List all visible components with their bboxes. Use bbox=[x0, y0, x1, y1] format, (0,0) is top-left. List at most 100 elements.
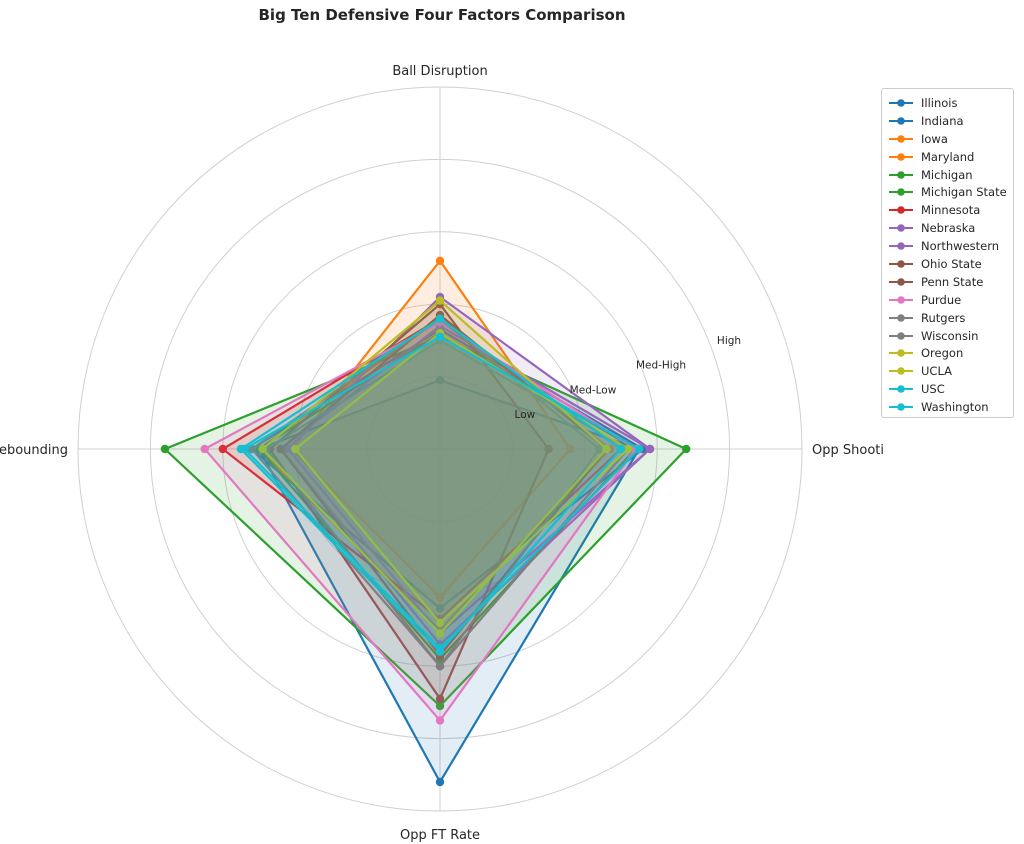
data-point bbox=[258, 444, 267, 454]
data-point bbox=[283, 444, 293, 454]
scale-label: Med-Low bbox=[570, 384, 617, 396]
legend-label: Northwestern bbox=[921, 239, 1000, 254]
series-ucla bbox=[291, 329, 633, 627]
data-point bbox=[435, 314, 445, 323]
data-point bbox=[276, 444, 285, 454]
legend-item: Purdue bbox=[888, 291, 1013, 309]
legend-item: Washington bbox=[888, 398, 1013, 416]
legend-swatch-icon bbox=[889, 134, 913, 143]
series-area bbox=[259, 333, 636, 659]
series-area bbox=[295, 333, 629, 623]
legend-item: Wisconsin bbox=[888, 327, 1013, 345]
axis-label: Opp Shooting bbox=[812, 443, 884, 458]
data-point bbox=[634, 444, 644, 454]
legend-item: Maryland bbox=[888, 148, 1013, 166]
series-area bbox=[164, 336, 687, 706]
legend-label: Michigan State bbox=[921, 185, 1007, 200]
legend-item: Indiana bbox=[888, 112, 1013, 130]
series-area bbox=[251, 318, 600, 667]
data-point bbox=[435, 332, 445, 341]
legend-item: Oregon bbox=[888, 344, 1013, 362]
legend-item: UCLA bbox=[888, 362, 1013, 380]
data-point bbox=[435, 647, 445, 656]
data-point bbox=[236, 444, 246, 454]
axis-label: Ball Disruption bbox=[392, 64, 487, 79]
data-point bbox=[435, 376, 445, 385]
legend-label: USC bbox=[921, 382, 945, 397]
legend-item: Michigan State bbox=[888, 183, 1013, 201]
radar-chart: Low Med-Low Med-High High Ball Disruption Opp… bbox=[0, 64, 884, 843]
legend-swatch-icon bbox=[889, 367, 913, 376]
data-point bbox=[544, 444, 553, 454]
legend-label: Maryland bbox=[921, 149, 975, 164]
series-area bbox=[280, 315, 607, 656]
legend-label: Ohio State bbox=[921, 256, 982, 271]
legend-label: Rutgers bbox=[921, 310, 966, 325]
legend-swatch-icon bbox=[889, 117, 913, 125]
legend-swatch-icon bbox=[889, 349, 913, 358]
radar-series bbox=[160, 256, 691, 787]
data-point bbox=[645, 444, 655, 454]
legend-swatch-icon bbox=[889, 331, 913, 340]
data-point bbox=[435, 662, 445, 671]
legend-swatch-icon bbox=[889, 278, 913, 286]
series-area bbox=[259, 380, 640, 782]
data-point bbox=[602, 444, 611, 454]
legend-swatch-icon bbox=[889, 260, 913, 268]
data-point bbox=[595, 444, 604, 454]
legend-item: Minnesota bbox=[888, 201, 1013, 219]
series-area bbox=[240, 318, 621, 652]
data-point bbox=[435, 256, 445, 265]
legend-item: Northwestern bbox=[888, 237, 1013, 255]
series-area bbox=[204, 322, 636, 721]
data-point bbox=[160, 444, 170, 454]
legend-item: Illinois bbox=[888, 94, 1013, 112]
data-point bbox=[435, 618, 445, 627]
scale-label: High bbox=[717, 335, 741, 347]
legend-label: Michigan bbox=[921, 167, 973, 182]
legend-label: Minnesota bbox=[921, 203, 981, 218]
legend-swatch-icon bbox=[889, 152, 913, 161]
legend-swatch-icon bbox=[889, 403, 913, 411]
data-point bbox=[435, 604, 445, 613]
legend-item: Nebraska bbox=[888, 219, 1013, 237]
series-area bbox=[259, 318, 611, 630]
legend-label: Wisconsin bbox=[921, 328, 979, 343]
data-point bbox=[616, 444, 626, 454]
legend: Illinois Indiana Iowa Maryland Michigan Michi… bbox=[881, 88, 1014, 418]
legend-label: Iowa bbox=[921, 131, 948, 146]
legend-label: Washington bbox=[921, 400, 989, 415]
series-washington bbox=[236, 314, 626, 656]
chart-title: Big Ten Defensive Four Factors Compariso… bbox=[258, 6, 626, 24]
legend-label: Purdue bbox=[921, 292, 962, 307]
legend-label: Illinois bbox=[921, 95, 958, 110]
data-point bbox=[291, 444, 300, 454]
series-area bbox=[291, 260, 571, 598]
legend-label: Indiana bbox=[921, 113, 964, 128]
legend-item: USC bbox=[888, 380, 1013, 398]
data-point bbox=[624, 444, 633, 454]
data-point bbox=[566, 444, 575, 454]
legend-swatch-icon bbox=[889, 188, 913, 197]
data-point bbox=[218, 444, 227, 454]
data-point bbox=[435, 629, 445, 638]
axis-label: Opp FT Rate bbox=[400, 828, 480, 843]
legend-swatch-icon bbox=[889, 170, 913, 179]
legend-item: Iowa bbox=[888, 130, 1013, 148]
legend-item: Penn State bbox=[888, 273, 1013, 291]
legend-label: Nebraska bbox=[921, 221, 976, 236]
legend-item: Michigan bbox=[888, 166, 1013, 184]
legend-swatch-icon bbox=[889, 206, 913, 215]
data-point bbox=[435, 716, 445, 725]
legend-label: Penn State bbox=[921, 274, 984, 289]
legend-swatch-icon bbox=[889, 224, 913, 232]
series-area bbox=[244, 336, 640, 649]
legend-item: Rutgers bbox=[888, 309, 1013, 327]
axis-label: Def Rebounding bbox=[0, 443, 68, 458]
series-area bbox=[266, 340, 629, 667]
legend-swatch-icon bbox=[889, 99, 913, 107]
data-point bbox=[435, 296, 445, 305]
data-point bbox=[200, 444, 209, 454]
legend-swatch-icon bbox=[889, 242, 913, 250]
data-point bbox=[682, 444, 691, 454]
